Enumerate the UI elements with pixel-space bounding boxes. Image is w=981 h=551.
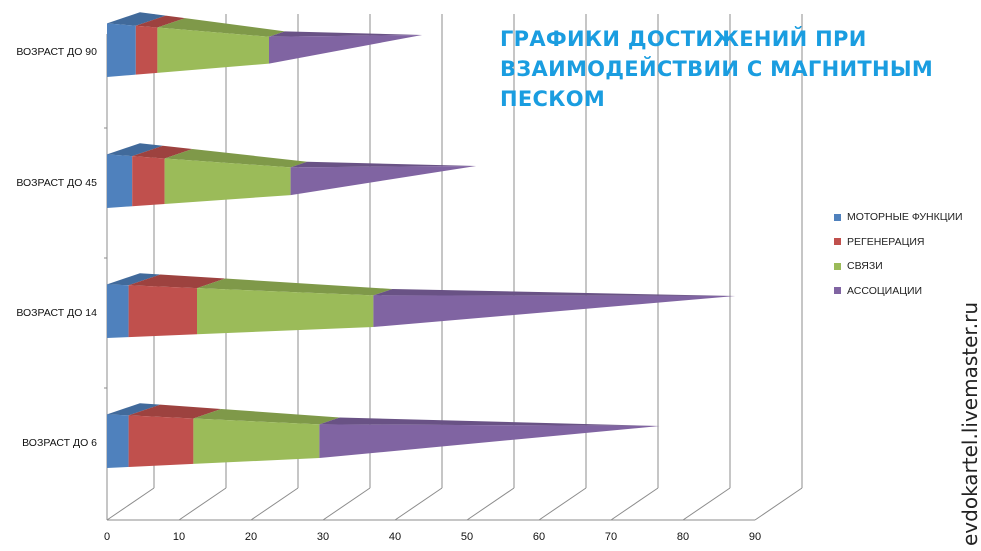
bar-segment-top — [107, 273, 161, 286]
x-tick-label: 20 — [245, 531, 257, 543]
gridline-floor — [322, 487, 371, 521]
legend: МОТОРНЫЕ ФУНКЦИИ РЕГЕНЕРАЦИЯ СВЯЗИ АССОЦ… — [834, 205, 981, 303]
chart-title: ГРАФИКИ ДОСТИЖЕНИЙ ПРИ ВЗАИМОДЕЙСТВИИ С … — [500, 27, 934, 111]
x-tick-label: 40 — [389, 531, 401, 543]
category-labels: ВОЗРАСТ ДО 6 ВОЗРАСТ ДО 14 ВОЗРАСТ ДО 45 ВО… — [16, 46, 97, 449]
bar-segment — [197, 288, 374, 335]
bar-segment — [290, 166, 477, 196]
x-tick-label: 50 — [461, 531, 473, 543]
bar-segment-top — [157, 18, 285, 37]
gridline-floor — [682, 487, 731, 521]
bar-segment-top — [107, 403, 161, 416]
gridline-floor — [538, 487, 587, 521]
legend-swatch — [834, 238, 841, 246]
legend-item-regeneration: РЕГЕНЕРАЦИЯ — [834, 230, 981, 255]
x-tick-label: 0 — [104, 531, 110, 543]
bar-segment-top — [132, 145, 193, 159]
gridline-floor — [610, 487, 659, 521]
bar-segment — [128, 285, 197, 338]
gridline-floor — [466, 487, 515, 521]
bar-segment — [164, 158, 291, 204]
bar-segment — [373, 295, 736, 327]
bars — [107, 12, 736, 468]
bar-segment-top — [290, 161, 477, 168]
bar-segment — [128, 415, 194, 467]
legend-item-motor: МОТОРНЫЕ ФУНКЦИИ — [834, 205, 981, 230]
legend-label: МОТОРНЫЕ ФУНКЦИИ — [847, 211, 963, 224]
bar-segment — [107, 154, 133, 208]
bar-segment — [132, 156, 165, 207]
gridline-floor — [754, 487, 803, 521]
legend-item-connections: СВЯЗИ — [834, 254, 981, 279]
bar-segment — [193, 418, 320, 464]
gridline-floor — [106, 487, 155, 521]
bar-segment-top — [269, 31, 423, 37]
bar-segment — [319, 424, 660, 459]
bar-segment — [107, 284, 129, 338]
bar-segment-top — [128, 274, 226, 289]
x-tick-labels: 0 10 20 30 40 50 60 70 80 90 — [104, 531, 761, 543]
bar-segment-top — [128, 404, 222, 419]
legend-label: АССОЦИАЦИИ — [847, 284, 923, 297]
legend-swatch — [834, 262, 841, 270]
gridline-floor — [394, 487, 443, 521]
bar-segment-top — [193, 409, 340, 425]
gridline-floor — [250, 487, 299, 521]
category-label: ВОЗРАСТ ДО 90 — [16, 46, 97, 58]
x-tick-label: 30 — [317, 531, 329, 543]
legend-swatch — [834, 287, 841, 295]
bar-segment-top — [164, 149, 308, 168]
watermark: evdokartel.livemaster.ru — [958, 301, 981, 546]
bar-segment-top — [319, 417, 660, 426]
legend-swatch — [834, 213, 841, 221]
x-tick-label: 80 — [677, 531, 689, 543]
x-tick-label: 90 — [749, 531, 761, 543]
bar-segment-top — [135, 15, 186, 28]
bar-segment — [107, 414, 129, 468]
legend-item-associations: АССОЦИАЦИИ — [834, 279, 981, 304]
category-label: ВОЗРАСТ ДО 45 — [16, 177, 97, 189]
bar-segment — [157, 27, 269, 73]
x-tick-label: 60 — [533, 531, 545, 543]
bar-segment — [269, 35, 423, 64]
gridline-floor — [178, 487, 227, 521]
bar-segment-top — [107, 12, 166, 26]
bar-segment-top — [197, 278, 393, 296]
bar-segment — [135, 25, 158, 75]
grid-lines — [106, 14, 803, 521]
legend-label: СВЯЗИ — [847, 260, 883, 273]
bar-segment-top — [373, 288, 736, 296]
category-label: ВОЗРАСТ ДО 6 — [22, 437, 97, 449]
x-tick-label: 10 — [173, 531, 185, 543]
x-tick-label: 70 — [605, 531, 617, 543]
legend-label: РЕГЕНЕРАЦИЯ — [847, 235, 925, 248]
bar-segment — [107, 23, 136, 77]
bar-segment-top — [107, 143, 163, 157]
category-label: ВОЗРАСТ ДО 14 — [16, 307, 97, 319]
